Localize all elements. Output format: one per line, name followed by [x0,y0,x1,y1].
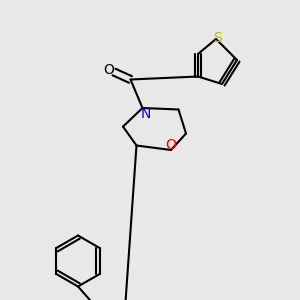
Text: O: O [103,63,114,76]
Text: S: S [213,31,222,44]
Text: N: N [140,107,151,121]
Text: O: O [166,138,176,152]
